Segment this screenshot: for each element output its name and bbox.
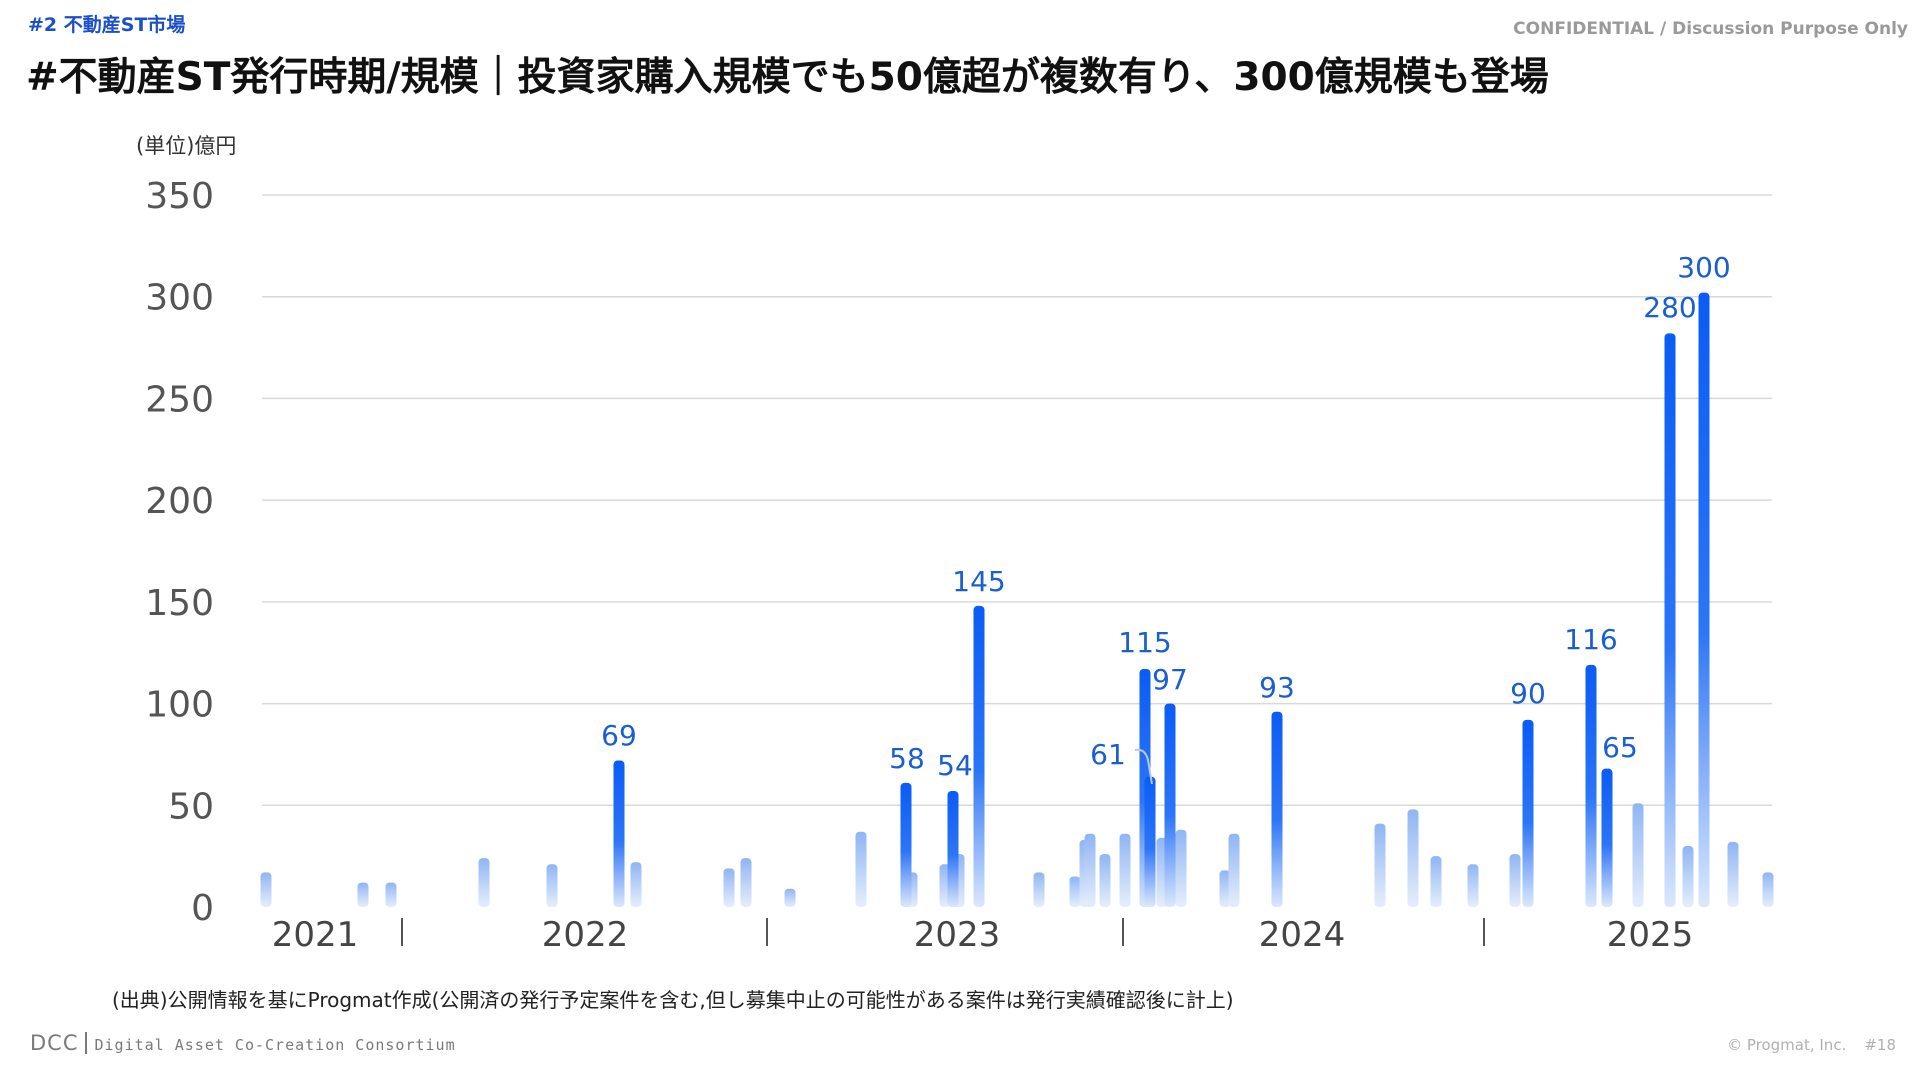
bar	[1069, 876, 1081, 907]
y-tick-label: 250	[145, 379, 214, 420]
data-label: 90	[1510, 677, 1546, 710]
bar	[1467, 864, 1479, 907]
bar	[1099, 854, 1111, 907]
bar-highlight	[1601, 768, 1613, 907]
data-label: 116	[1564, 623, 1617, 656]
bar	[478, 858, 490, 907]
data-label: 93	[1259, 671, 1295, 704]
x-year-label: 2023	[914, 915, 1001, 955]
copyright-text: © Progmat, Inc.	[1727, 1036, 1847, 1054]
data-label: 61	[1090, 738, 1126, 771]
x-axis-years: 2021 2022 2023 2024 2025	[272, 915, 1694, 955]
gridlines	[262, 194, 1772, 807]
y-axis-unit-label: (単位)億円	[136, 134, 237, 158]
bar	[1219, 870, 1231, 907]
bar-highlight	[947, 791, 959, 907]
y-tick-label: 150	[145, 583, 214, 624]
data-label: 54	[937, 749, 973, 782]
bar	[1762, 872, 1774, 907]
data-label: 280	[1643, 291, 1696, 324]
bar	[784, 888, 796, 907]
bar-highlight	[1698, 292, 1710, 907]
y-tick-label: 300	[145, 278, 214, 319]
bar	[1430, 856, 1442, 907]
data-label: 58	[889, 742, 925, 775]
data-label: 97	[1152, 663, 1188, 696]
data-label: 65	[1602, 731, 1638, 764]
x-year-label: 2025	[1607, 915, 1694, 955]
bar-highlight	[1164, 703, 1176, 907]
bar	[855, 831, 867, 907]
source-note: (出典)公開情報を基にProgmat作成(公開済の発行予定案件を含む,但し募集中…	[112, 988, 1234, 1012]
label-leader-line	[1134, 748, 1153, 785]
bar	[260, 872, 272, 907]
y-tick-label: 50	[168, 786, 214, 827]
bar-chart: 0 50 100 150 200 250 300 350 69 58 54 145 115 61 97 93…	[145, 176, 1774, 955]
bar-highlight	[1664, 333, 1676, 907]
bar	[1228, 833, 1240, 907]
bar	[385, 882, 397, 907]
data-label: 69	[601, 719, 637, 752]
bar	[1509, 854, 1521, 907]
copyright: © Progmat, Inc. #18	[1727, 1036, 1896, 1054]
data-label: 145	[952, 565, 1005, 598]
data-label: 300	[1677, 251, 1730, 284]
bar	[1033, 872, 1045, 907]
logo-divider	[84, 1032, 87, 1054]
bar	[1175, 829, 1187, 907]
x-year-label: 2024	[1259, 915, 1346, 955]
x-year-label: 2021	[272, 915, 359, 955]
y-tick-label: 0	[191, 888, 214, 929]
data-labels: 69 58 54 145 115 61 97 93 90 116 65 280 300	[601, 251, 1731, 785]
bar	[546, 864, 558, 907]
bar	[1632, 803, 1644, 907]
bar-highlight	[1522, 719, 1534, 907]
data-label: 115	[1118, 626, 1171, 659]
logo-text: Digital Asset Co-Creation Consortium	[94, 1036, 456, 1054]
bar	[1682, 845, 1694, 907]
y-tick-label: 100	[145, 685, 214, 726]
page-title: #不動産ST発行時期/規模｜投資家購入規模でも50億超が複数有り、300億規模も…	[26, 55, 1549, 100]
x-year-label: 2022	[542, 915, 629, 955]
confidential-label: CONFIDENTIAL / Discussion Purpose Only	[1513, 19, 1908, 39]
y-tick-label: 350	[145, 176, 214, 217]
bar-highlight	[613, 760, 625, 907]
bars	[260, 292, 1774, 907]
section-tag: #2 不動産ST市場	[28, 14, 186, 36]
bar	[1119, 833, 1131, 907]
bar-highlight	[1144, 776, 1156, 907]
bar	[1084, 833, 1096, 907]
bar	[723, 868, 735, 907]
dcc-logo-mark: DCC	[30, 1031, 79, 1055]
footer-logo: DCC Digital Asset Co-Creation Consortium	[30, 1031, 456, 1055]
page-number: #18	[1864, 1036, 1896, 1054]
y-tick-label: 200	[145, 481, 214, 522]
bar	[740, 858, 752, 907]
bar-highlight	[1271, 711, 1283, 907]
bar-highlight	[900, 782, 912, 907]
bar	[630, 862, 642, 907]
y-axis-ticks: 0 50 100 150 200 250 300 350	[145, 176, 214, 929]
bar-highlight	[1585, 664, 1597, 907]
bar-highlight	[973, 605, 985, 907]
bar	[357, 882, 369, 907]
bar	[1374, 823, 1386, 907]
bar	[1727, 841, 1739, 907]
bar	[1407, 809, 1419, 907]
